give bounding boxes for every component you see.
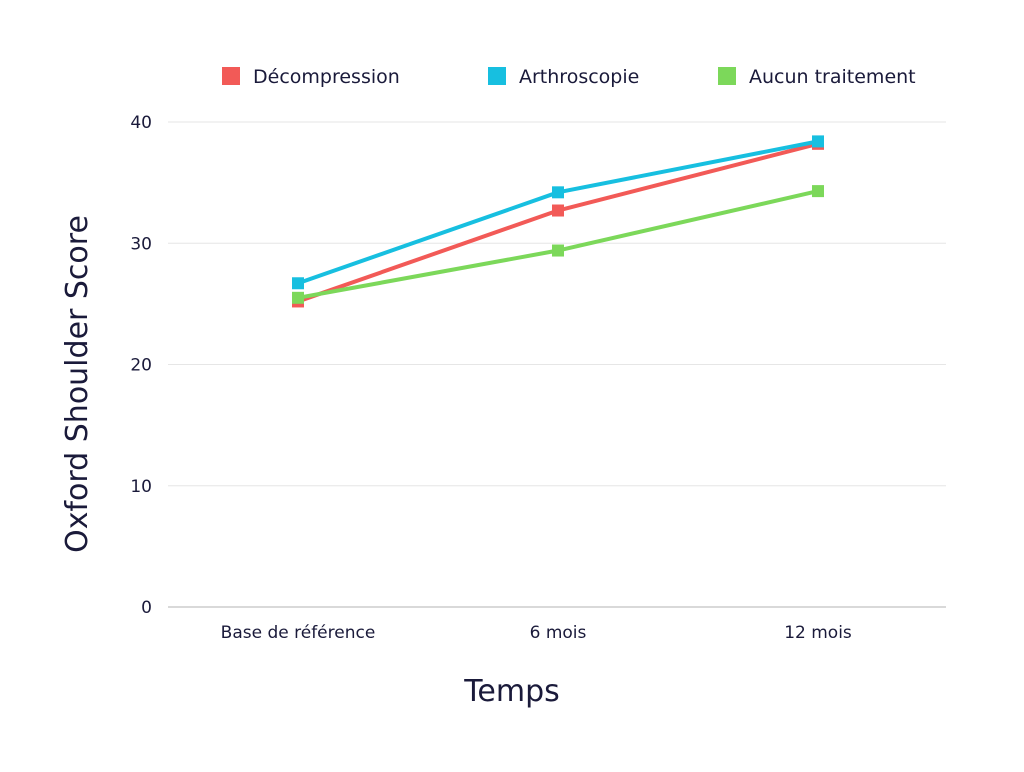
gridlines — [168, 121, 946, 608]
series-line — [296, 141, 820, 304]
series-1 — [292, 135, 824, 290]
legend: Décompression Arthroscopie Aucun traitemen… — [222, 66, 916, 88]
x-tick-label: 6 mois — [530, 623, 587, 643]
data-point — [552, 204, 564, 217]
legend-swatch — [488, 67, 506, 85]
y-axis-title: Oxford Shoulder Score — [60, 215, 95, 553]
legend-item: Arthroscopie — [488, 66, 639, 88]
y-tick-label: 10 — [130, 477, 152, 497]
data-point — [292, 277, 304, 290]
series — [292, 135, 824, 308]
data-point — [292, 291, 304, 304]
x-tick-label: 12 mois — [784, 623, 852, 643]
data-point — [552, 244, 564, 257]
legend-item: Décompression — [222, 66, 400, 88]
legend-label: Décompression — [253, 66, 400, 88]
legend-item: Aucun traitement — [718, 66, 916, 88]
x-axis-title: Temps — [463, 674, 560, 709]
y-tick-label: 0 — [141, 598, 152, 618]
data-point — [812, 135, 824, 148]
legend-label: Aucun traitement — [749, 66, 916, 88]
data-point — [812, 185, 824, 198]
y-tick-label: 20 — [130, 356, 152, 376]
legend-swatch — [222, 67, 240, 85]
x-tick-label: Base de référence — [221, 623, 376, 643]
series-2 — [292, 185, 824, 304]
y-tick-label: 40 — [130, 113, 152, 133]
data-point — [552, 186, 564, 199]
legend-label: Arthroscopie — [519, 66, 639, 88]
y-tick-label: 30 — [130, 234, 152, 254]
series-0 — [292, 137, 824, 308]
axes: 0 10 20 30 40 Base de référence 6 mois 12 mois — [130, 113, 852, 643]
legend-swatch — [718, 67, 736, 85]
